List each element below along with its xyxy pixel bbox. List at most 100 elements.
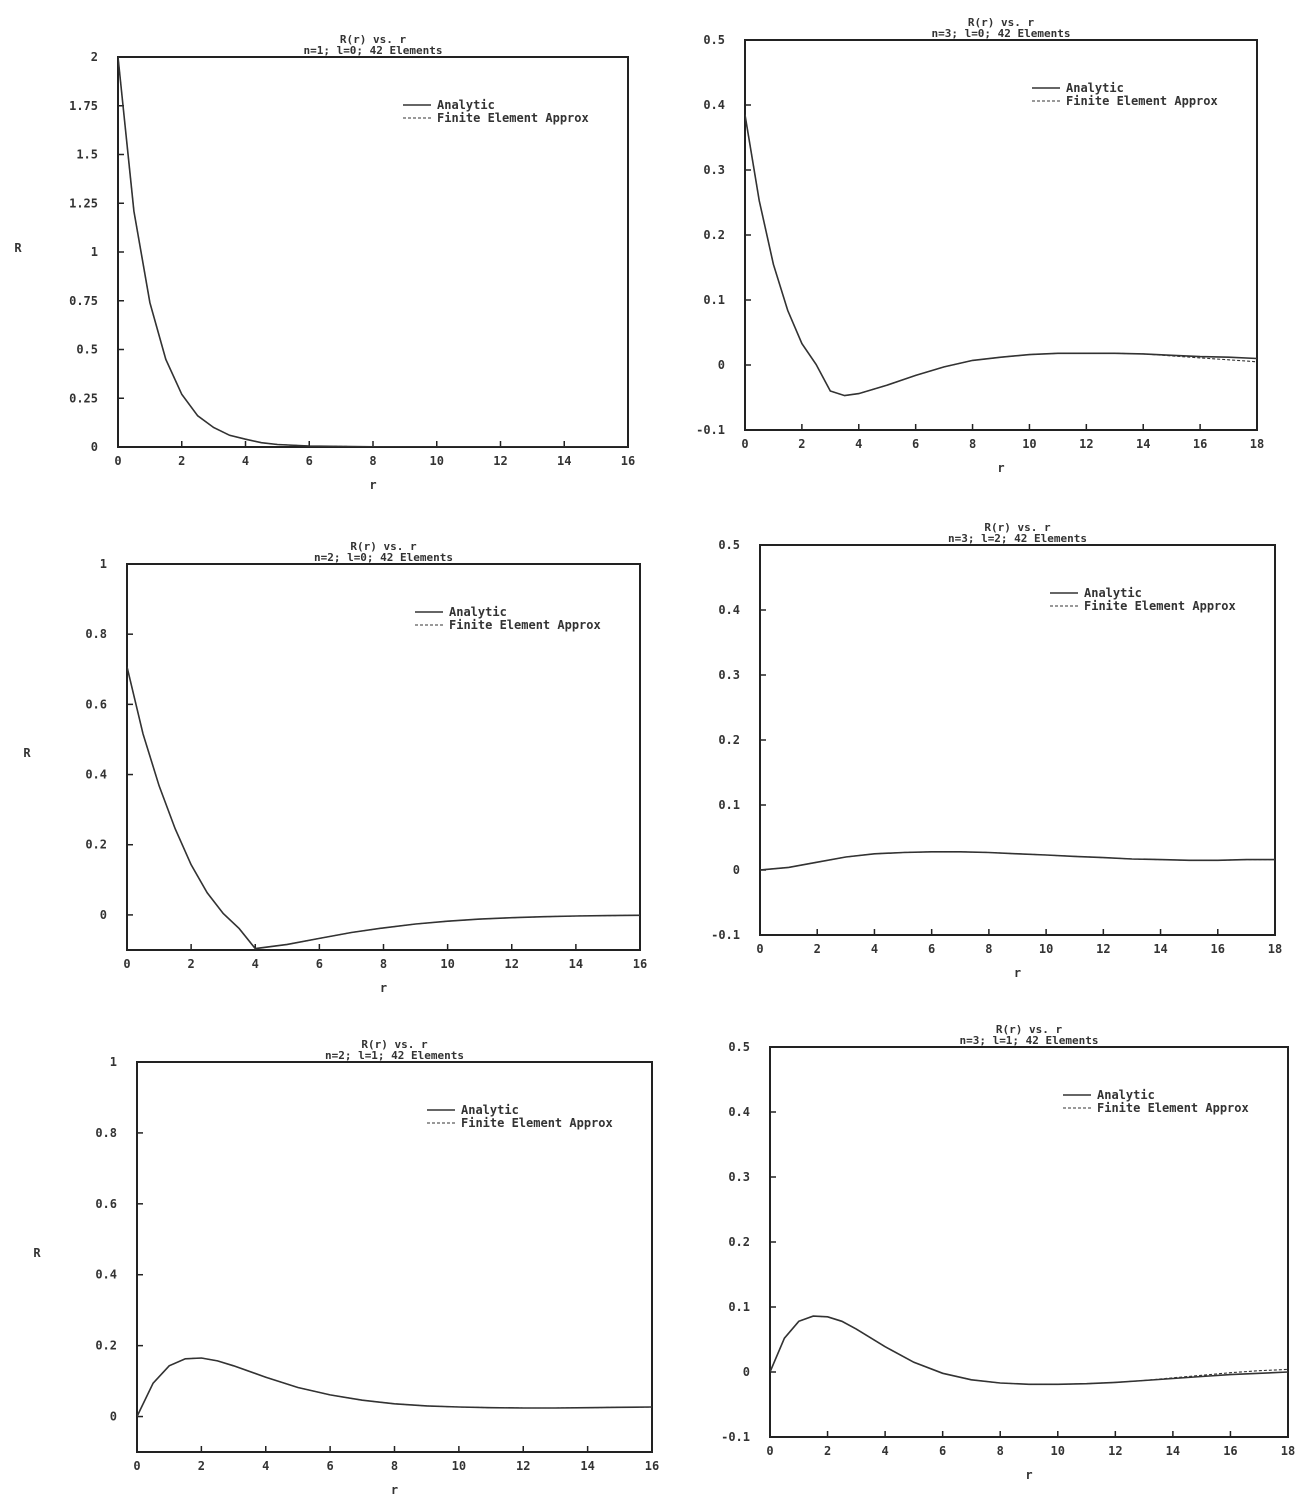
x-tick-label: 10 — [452, 1459, 466, 1473]
x-tick-label: 2 — [178, 454, 185, 468]
x-tick-label: 6 — [928, 942, 935, 956]
legend-label: Analytic — [1066, 81, 1124, 95]
x-tick-label: 2 — [814, 942, 821, 956]
x-tick-label: 4 — [871, 942, 878, 956]
x-tick-label: 12 — [1096, 942, 1110, 956]
y-tick-label: -0.1 — [721, 1430, 750, 1444]
x-tick-label: 0 — [123, 957, 130, 971]
chart-panel-2: R(r) vs. rn=3; l=0; 42 Elements 0 2 4 6 8 10 12… — [696, 16, 1264, 475]
x-tick-label: 12 — [1079, 437, 1093, 451]
y-axis-label: R — [14, 241, 22, 255]
y-tick-label: 0 — [718, 358, 725, 372]
y-tick-label: 0 — [110, 1410, 117, 1424]
x-axis-label: r — [369, 478, 376, 492]
series-line-analytic — [745, 114, 1257, 397]
series-line-finite-element — [127, 666, 640, 950]
y-tick-label: 0.1 — [728, 1300, 750, 1314]
y-tick-label: 0.75 — [69, 294, 98, 308]
x-tick-label: 8 — [369, 454, 376, 468]
x-tick-label: 4 — [855, 437, 862, 451]
legend-label: Finite Element Approx — [1097, 1101, 1249, 1115]
y-tick-label: 0.2 — [95, 1339, 117, 1353]
legend-label: Analytic — [1097, 1088, 1155, 1102]
x-axis-label: r — [1025, 1468, 1032, 1482]
x-tick-label: 6 — [327, 1459, 334, 1473]
x-tick-label: 10 — [1022, 437, 1036, 451]
x-tick-label: 2 — [198, 1459, 205, 1473]
y-tick-label: 0 — [91, 440, 98, 454]
chart-subtitle: n=2; l=1; 42 Elements — [325, 1049, 464, 1062]
x-tick-label: 16 — [621, 454, 635, 468]
legend-label: Finite Element Approx — [1084, 599, 1236, 613]
x-tick-label: 0 — [133, 1459, 140, 1473]
y-tick-label: 0 — [100, 908, 107, 922]
chart-subtitle: n=3; l=2; 42 Elements — [948, 532, 1087, 545]
y-tick-label: 0.4 — [728, 1105, 750, 1119]
chart-subtitle: n=1; l=0; 42 Elements — [303, 44, 442, 57]
x-tick-label: 6 — [912, 437, 919, 451]
x-tick-label: 6 — [306, 454, 313, 468]
series-line-finite-element — [745, 114, 1257, 397]
y-tick-label: 0.4 — [85, 768, 107, 782]
x-tick-label: 6 — [316, 957, 323, 971]
y-tick-label: 0.25 — [69, 391, 98, 405]
y-tick-label: 0 — [733, 863, 740, 877]
y-tick-label: 0.3 — [718, 668, 740, 682]
x-tick-label: 8 — [997, 1444, 1004, 1458]
chart-panel-6: R(r) vs. rn=3; l=1; 42 Elements 0 2 4 6 8 10 12… — [721, 1023, 1295, 1482]
chart-title: R(r) vs. r — [350, 540, 417, 553]
x-tick-label: 12 — [516, 1459, 530, 1473]
x-tick-label: 2 — [824, 1444, 831, 1458]
y-tick-label: 0.4 — [95, 1268, 117, 1282]
x-tick-label: 16 — [645, 1459, 659, 1473]
y-tick-label: 0.2 — [718, 733, 740, 747]
legend-label: Finite Element Approx — [461, 1116, 613, 1130]
y-tick-label: 0 — [743, 1365, 750, 1379]
x-tick-label: 12 — [505, 957, 519, 971]
x-tick-label: 12 — [1108, 1444, 1122, 1458]
x-tick-label: 8 — [969, 437, 976, 451]
x-tick-label: 6 — [939, 1444, 946, 1458]
chart-panel-4: R(r) vs. rn=3; l=2; 42 Elements 0 2 4 6 8 10 12… — [711, 521, 1282, 980]
x-tick-label: 14 — [1166, 1444, 1180, 1458]
y-tick-label: 0.2 — [703, 228, 725, 242]
x-tick-label: 14 — [580, 1459, 594, 1473]
legend-label: Finite Element Approx — [1066, 94, 1218, 108]
y-tick-label: 0.3 — [728, 1170, 750, 1184]
x-tick-label: 18 — [1281, 1444, 1295, 1458]
y-tick-label: 0.6 — [95, 1197, 117, 1211]
y-axis-label: R — [23, 746, 31, 760]
legend-label: Finite Element Approx — [449, 618, 601, 632]
x-tick-label: 0 — [756, 942, 763, 956]
legend-label: Finite Element Approx — [437, 111, 589, 125]
series-line-analytic — [137, 1357, 652, 1417]
legend-label: Analytic — [461, 1103, 519, 1117]
x-tick-label: 8 — [985, 942, 992, 956]
x-tick-label: 16 — [1193, 437, 1207, 451]
chart-subtitle: n=2; l=0; 42 Elements — [314, 551, 453, 564]
x-tick-label: 12 — [493, 454, 507, 468]
x-tick-label: 14 — [1153, 942, 1167, 956]
x-tick-label: 4 — [262, 1459, 269, 1473]
y-tick-label: 0.2 — [728, 1235, 750, 1249]
x-tick-label: 0 — [741, 437, 748, 451]
series-line-finite-element — [118, 57, 628, 447]
x-tick-label: 18 — [1268, 942, 1282, 956]
y-tick-label: 0.5 — [718, 538, 740, 552]
x-tick-label: 10 — [1039, 942, 1053, 956]
x-tick-label: 16 — [633, 957, 647, 971]
x-axis-label: r — [391, 1483, 398, 1497]
series-line-finite-element — [760, 851, 1275, 871]
y-tick-label: 0.1 — [703, 293, 725, 307]
chart-title: R(r) vs. r — [996, 1023, 1063, 1036]
y-tick-label: 1.75 — [69, 99, 98, 113]
x-tick-label: 8 — [380, 957, 387, 971]
x-tick-label: 16 — [1211, 942, 1225, 956]
y-tick-label: 1.25 — [69, 196, 98, 210]
chart-title: R(r) vs. r — [968, 16, 1035, 29]
chart-subtitle: n=3; l=0; 42 Elements — [931, 27, 1070, 40]
x-tick-label: 10 — [1051, 1444, 1065, 1458]
